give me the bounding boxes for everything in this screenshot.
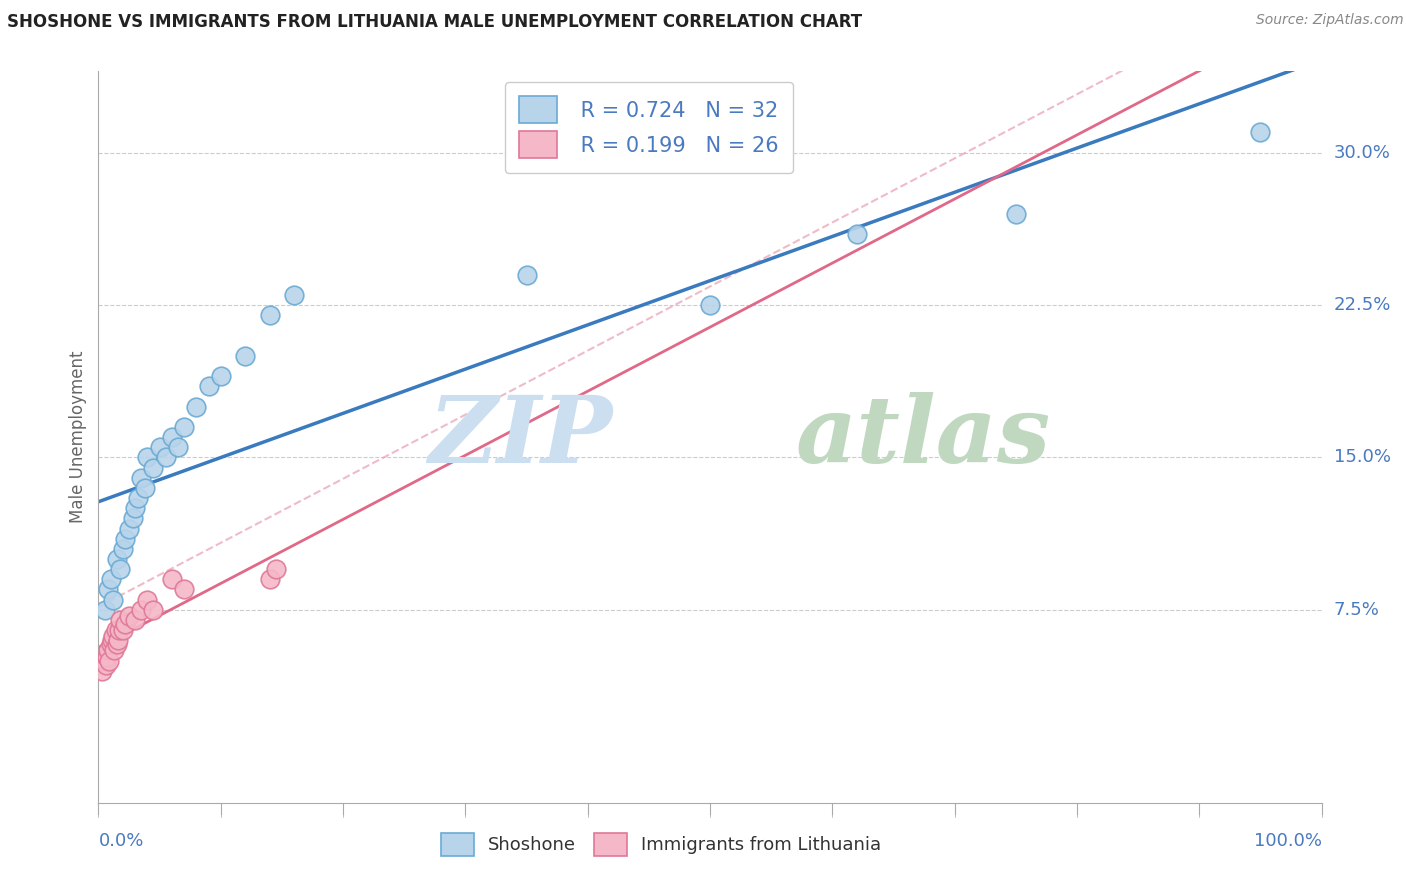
Point — [136, 450, 159, 465]
Point — [259, 308, 281, 322]
Point — [142, 460, 165, 475]
Point — [155, 450, 177, 465]
Text: SHOSHONE VS IMMIGRANTS FROM LITHUANIA MALE UNEMPLOYMENT CORRELATION CHART: SHOSHONE VS IMMIGRANTS FROM LITHUANIA MA… — [7, 13, 862, 31]
Point — [124, 613, 146, 627]
Text: Source: ZipAtlas.com: Source: ZipAtlas.com — [1256, 13, 1403, 28]
Point — [129, 603, 152, 617]
Point — [101, 633, 124, 648]
Point — [699, 298, 721, 312]
Point — [134, 481, 156, 495]
Point — [129, 471, 152, 485]
Point — [160, 430, 183, 444]
Point — [167, 440, 190, 454]
Point — [114, 532, 136, 546]
Point — [107, 633, 129, 648]
Point — [149, 440, 172, 454]
Point — [97, 582, 120, 597]
Point — [160, 572, 183, 586]
Point — [264, 562, 287, 576]
Text: 30.0%: 30.0% — [1334, 144, 1391, 161]
Point — [118, 522, 141, 536]
Point — [94, 657, 117, 672]
Point — [114, 617, 136, 632]
Point — [101, 592, 124, 607]
Point — [283, 288, 305, 302]
Text: 15.0%: 15.0% — [1334, 449, 1391, 467]
Point — [186, 400, 208, 414]
Point — [98, 654, 121, 668]
Point — [110, 562, 132, 576]
Point — [96, 649, 118, 664]
Point — [127, 491, 149, 505]
Point — [515, 268, 537, 282]
Point — [1249, 125, 1271, 139]
Legend: Shoshone, Immigrants from Lithuania: Shoshone, Immigrants from Lithuania — [434, 826, 889, 863]
Text: 100.0%: 100.0% — [1254, 832, 1322, 850]
Text: 7.5%: 7.5% — [1334, 601, 1379, 619]
Text: 0.0%: 0.0% — [98, 832, 143, 850]
Point — [103, 643, 125, 657]
Point — [97, 643, 120, 657]
Point — [142, 603, 165, 617]
Point — [91, 664, 114, 678]
Point — [108, 623, 131, 637]
Point — [209, 369, 232, 384]
Point — [173, 420, 195, 434]
Point — [101, 629, 124, 643]
Point — [111, 541, 134, 556]
Point — [124, 501, 146, 516]
Point — [110, 613, 132, 627]
Text: atlas: atlas — [796, 392, 1050, 482]
Point — [1004, 206, 1026, 220]
Point — [259, 572, 281, 586]
Point — [136, 592, 159, 607]
Point — [121, 511, 143, 525]
Point — [118, 608, 141, 623]
Point — [100, 637, 122, 651]
Y-axis label: Male Unemployment: Male Unemployment — [69, 351, 87, 524]
Point — [845, 227, 868, 241]
Point — [100, 572, 122, 586]
Point — [104, 623, 127, 637]
Point — [111, 623, 134, 637]
Point — [105, 637, 128, 651]
Point — [173, 582, 195, 597]
Point — [197, 379, 219, 393]
Point — [93, 603, 115, 617]
Text: 22.5%: 22.5% — [1334, 296, 1392, 314]
Point — [105, 552, 128, 566]
Point — [233, 349, 256, 363]
Text: ZIP: ZIP — [427, 392, 612, 482]
Point — [93, 654, 115, 668]
